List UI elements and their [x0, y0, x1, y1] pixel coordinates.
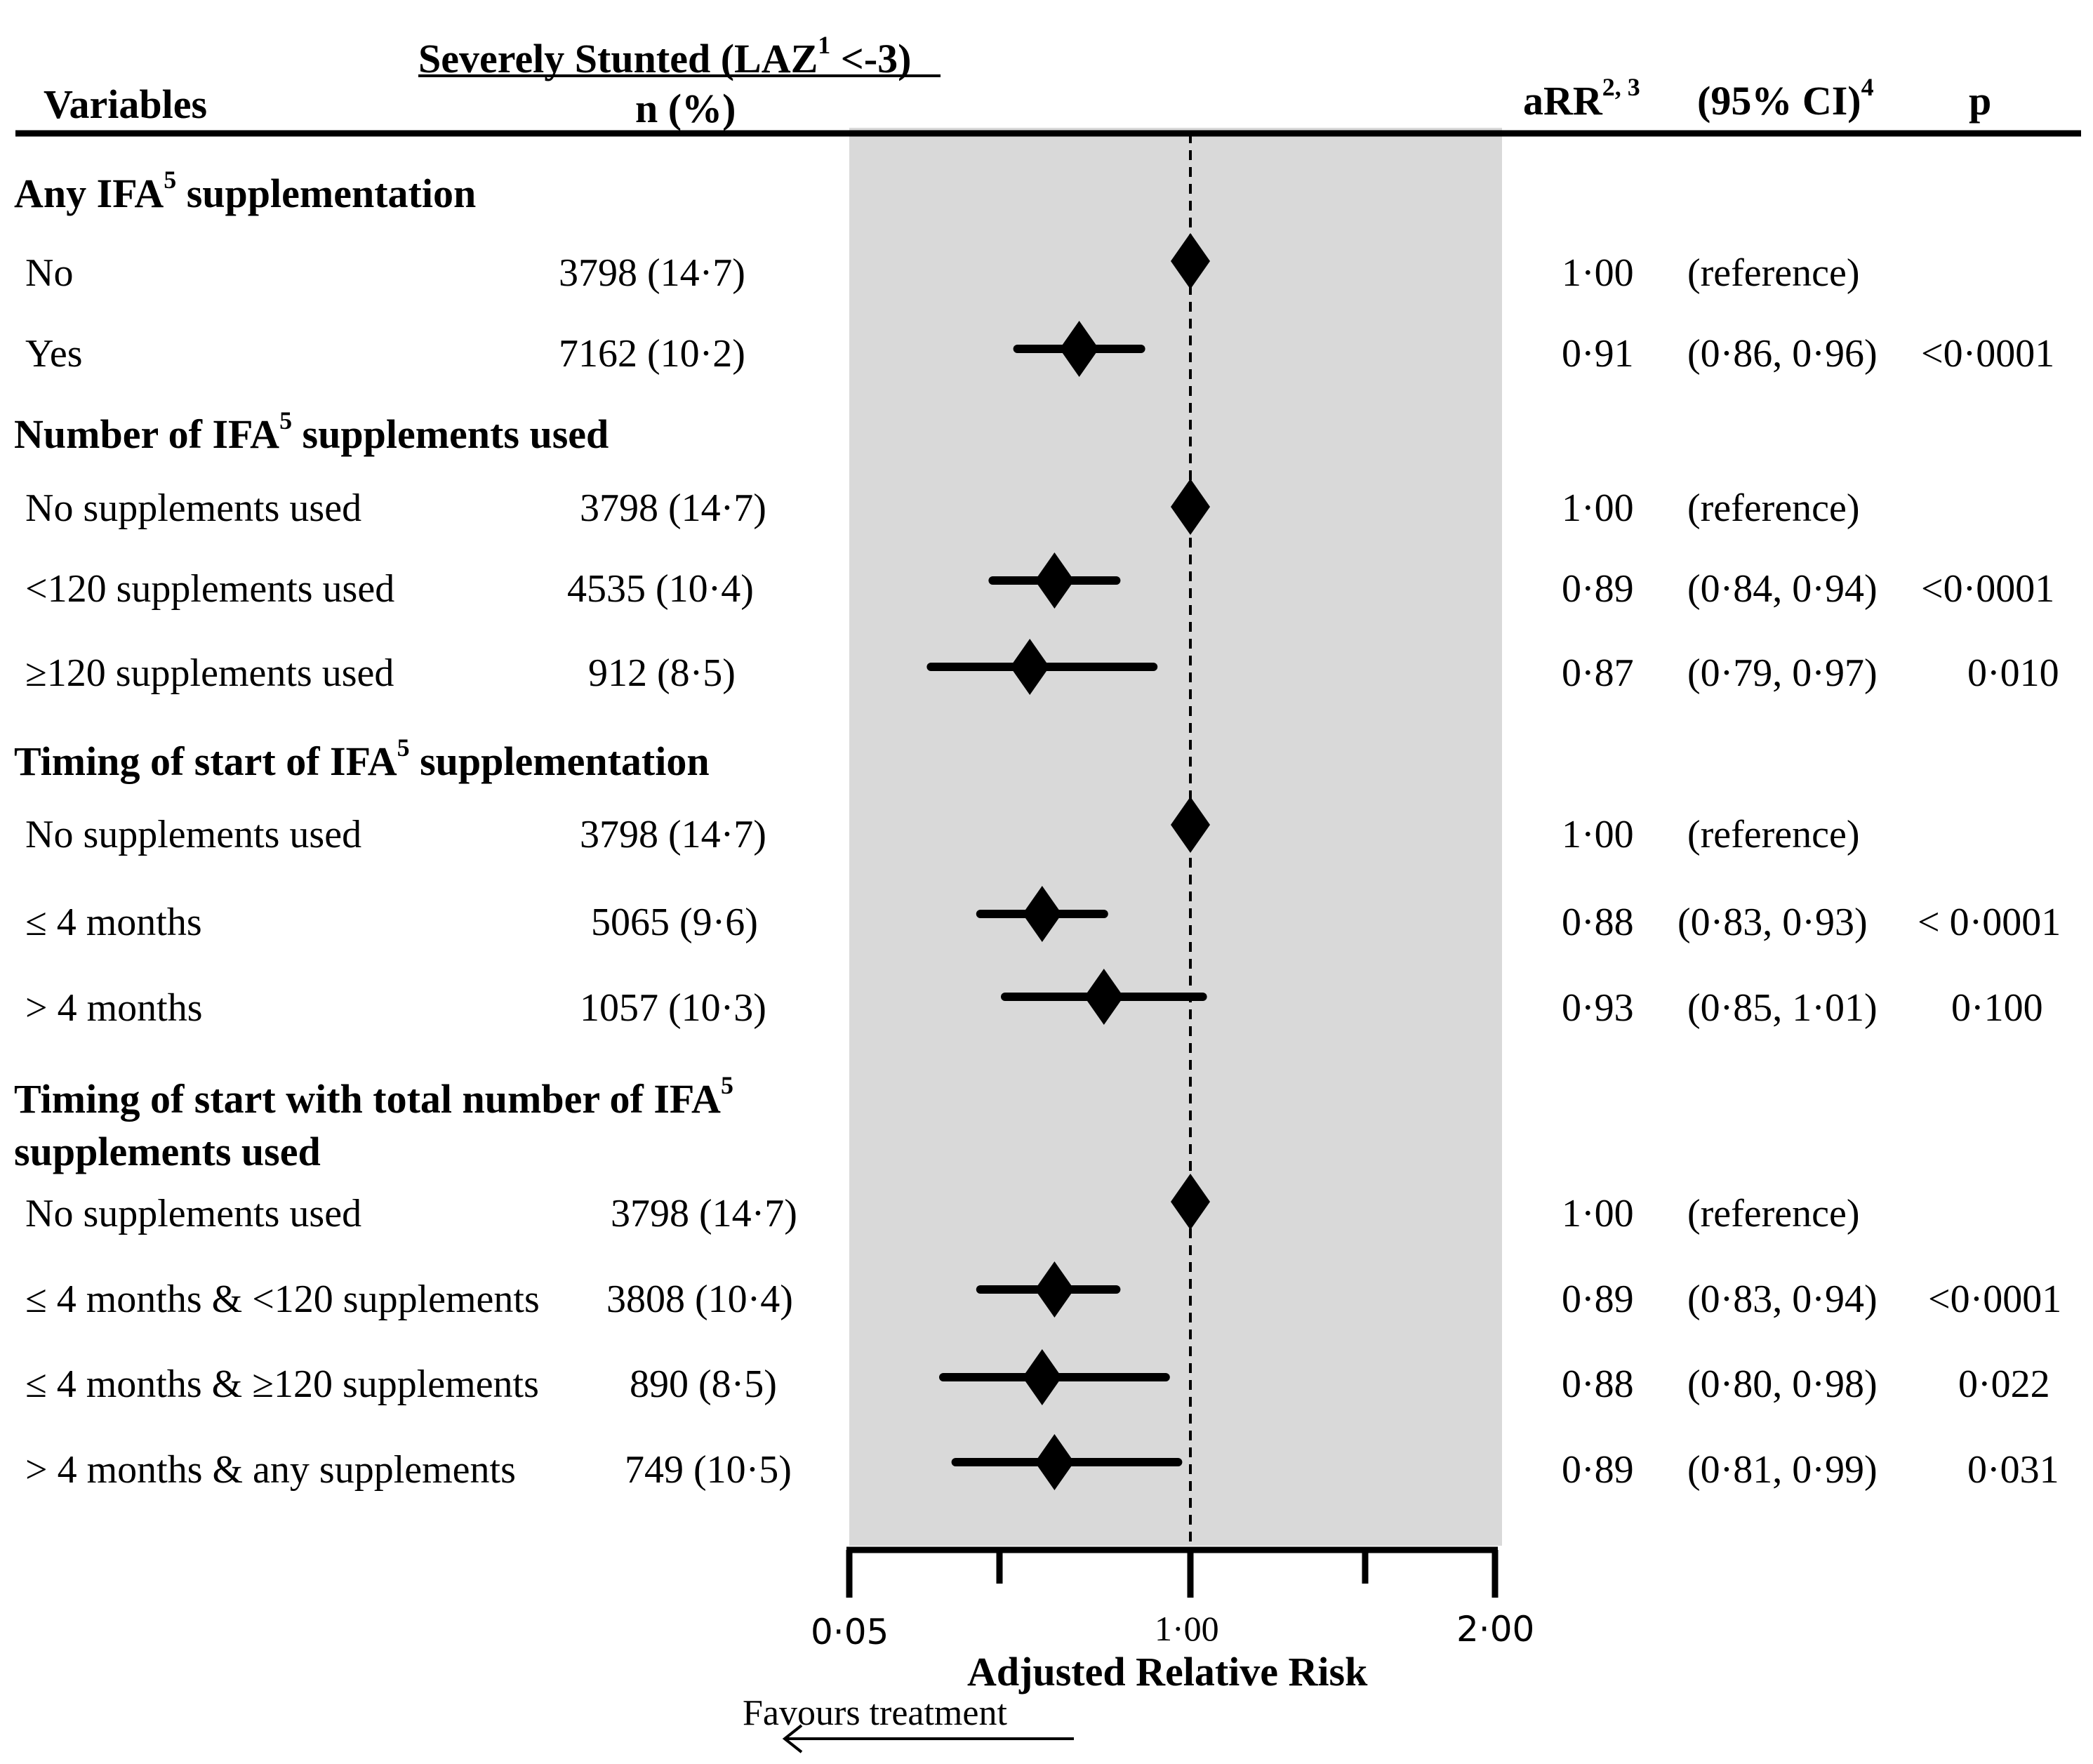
row-ci: (0·83, 0·94) — [1687, 1278, 1878, 1321]
row-p: <0·0001 — [1928, 1278, 2062, 1321]
row-arr: 0·88 — [1562, 1362, 1634, 1406]
row-label: ≤ 4 months & ≥120 supplements — [25, 1362, 539, 1406]
row-n: 3798 (14·7) — [580, 813, 766, 856]
row-p: <0·0001 — [1921, 567, 2055, 611]
estimate-marker — [1022, 886, 1062, 942]
row-ci: (reference) — [1687, 813, 1860, 856]
tick-label: 1·00 — [1155, 1609, 1219, 1648]
row-arr: 1·00 — [1562, 251, 1634, 295]
row-ci: (0·79, 0·97) — [1687, 651, 1878, 695]
row-arr: 0·91 — [1562, 332, 1634, 376]
section-title: Number of IFA5 supplements used — [14, 406, 609, 457]
row-n: 3798 (14·7) — [611, 1192, 797, 1235]
row-label: > 4 months & any supplements — [25, 1448, 516, 1492]
section-title: Any IFA5 supplementation — [14, 166, 477, 216]
row-arr: 0·87 — [1562, 651, 1634, 695]
row-label: No — [25, 251, 74, 295]
section-title: Timing of start of IFA5 supplementation — [14, 734, 710, 784]
row-p: 0·100 — [1951, 986, 2043, 1030]
estimate-marker — [1084, 969, 1124, 1025]
row-n: 7162 (10·2) — [559, 332, 745, 376]
row-arr: 0·93 — [1562, 986, 1634, 1030]
x-axis-label: Adjusted Relative Risk — [967, 1649, 1368, 1695]
row-ci: (0·83, 0·93) — [1677, 901, 1868, 944]
estimate-marker — [1010, 639, 1050, 695]
row-label: No supplements used — [25, 1192, 362, 1235]
row-p: 0·022 — [1958, 1362, 2050, 1406]
row-label: No supplements used — [25, 486, 362, 530]
row-label: ≥120 supplements used — [25, 651, 394, 695]
row-ci: (reference) — [1687, 1192, 1860, 1235]
row-n: 912 (8·5) — [588, 651, 736, 695]
row-arr: 0·89 — [1562, 1448, 1634, 1492]
header-n-pct: n (%) — [635, 86, 736, 131]
row-p: 0·031 — [1967, 1448, 2059, 1492]
row-label: No supplements used — [25, 813, 362, 856]
row-p: < 0·0001 — [1918, 901, 2061, 944]
header-p: p — [1969, 78, 1992, 124]
section-title: Timing of start with total number of IFA… — [14, 1071, 733, 1122]
row-ci: (0·86, 0·96) — [1687, 332, 1878, 376]
row-n: 3798 (14·7) — [559, 251, 745, 295]
row-label: > 4 months — [25, 986, 203, 1030]
row-label: ≤ 4 months & <120 supplements — [25, 1278, 540, 1321]
row-arr: 0·89 — [1562, 1278, 1634, 1321]
row-label: Yes — [25, 332, 83, 376]
row-ci: (0·80, 0·98) — [1687, 1362, 1878, 1406]
row-p: 0·010 — [1967, 651, 2059, 695]
header-ci: (95% CI)4 — [1697, 73, 1874, 124]
row-label: <120 supplements used — [25, 567, 395, 611]
row-ci: (reference) — [1687, 251, 1860, 295]
header-variables: Variables — [44, 81, 208, 127]
estimate-marker — [1035, 1261, 1075, 1318]
header-arr: aRR2, 3 — [1523, 73, 1640, 124]
row-ci: (0·81, 0·99) — [1687, 1448, 1878, 1492]
tick-label: 0·05 — [811, 1612, 889, 1652]
row-n: 1057 (10·3) — [580, 986, 766, 1030]
row-ci: (0·85, 1·01) — [1687, 986, 1878, 1030]
row-arr: 1·00 — [1562, 813, 1634, 856]
plot-panel — [849, 128, 1502, 1546]
row-p: <0·0001 — [1921, 332, 2055, 376]
estimate-marker — [1035, 552, 1075, 609]
row-arr: 0·88 — [1562, 901, 1634, 944]
section-title-continued: supplements used — [14, 1129, 321, 1174]
favours-arrow-head — [782, 1724, 803, 1753]
row-n: 749 (10·5) — [625, 1448, 792, 1492]
row-arr: 1·00 — [1562, 486, 1634, 530]
estimate-marker — [1059, 321, 1099, 377]
tick-label: 2·00 — [1456, 1609, 1535, 1650]
row-ci: (reference) — [1687, 486, 1860, 530]
row-n: 3798 (14·7) — [580, 486, 766, 530]
favours-treatment-note: Favours treatment — [743, 1693, 1007, 1733]
row-n: 5065 (9·6) — [591, 901, 758, 944]
row-ci: (0·84, 0·94) — [1687, 567, 1878, 611]
estimate-marker — [1022, 1349, 1062, 1405]
row-n: 4535 (10·4) — [567, 567, 754, 611]
header-outcome-title: Severely Stunted (LAZ1 <-3) — [418, 31, 912, 81]
row-n: 890 (8·5) — [630, 1362, 777, 1406]
row-arr: 1·00 — [1562, 1192, 1634, 1235]
estimate-marker — [1035, 1434, 1075, 1490]
row-label: ≤ 4 months — [25, 901, 202, 944]
row-n: 3808 (10·4) — [606, 1278, 793, 1321]
row-arr: 0·89 — [1562, 567, 1634, 611]
